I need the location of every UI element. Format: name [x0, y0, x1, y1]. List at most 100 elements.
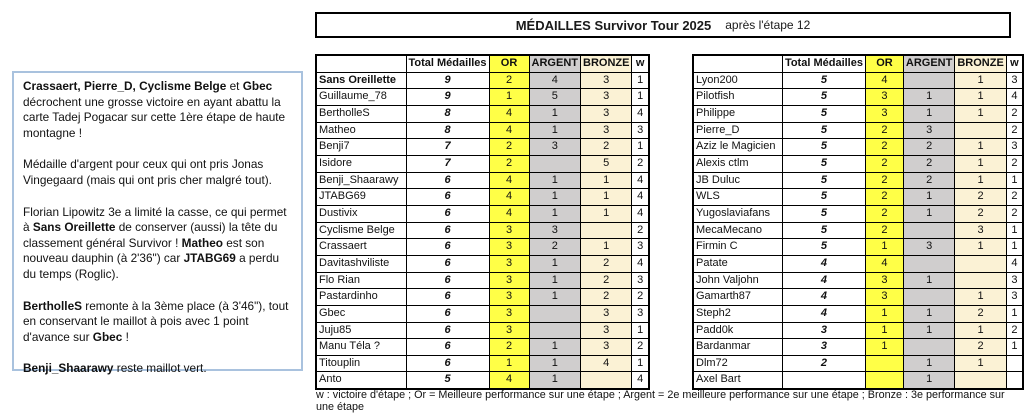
- cell-bronze[interactable]: 1: [954, 88, 1007, 106]
- cell-argent[interactable]: 1: [902, 88, 956, 106]
- cell-bronze[interactable]: 1: [579, 188, 633, 206]
- cell-bronze[interactable]: [954, 254, 1007, 273]
- cell-w[interactable]: 1: [631, 354, 650, 373]
- cell-name[interactable]: Axel Bart: [692, 371, 783, 390]
- cell-name[interactable]: Steph2: [692, 304, 783, 323]
- cell-argent[interactable]: 1: [528, 338, 582, 356]
- cell-total[interactable]: 3: [781, 321, 866, 340]
- cell-argent[interactable]: 1: [528, 204, 582, 223]
- cell-total[interactable]: 5: [781, 204, 866, 223]
- cell-or[interactable]: 4: [488, 104, 530, 123]
- cell-or[interactable]: 2: [864, 221, 904, 240]
- cell-name[interactable]: Cyclisme Belge: [315, 221, 407, 240]
- cell-argent[interactable]: 1: [902, 371, 956, 390]
- cell-total[interactable]: 7: [405, 138, 490, 156]
- cell-w[interactable]: 2: [1005, 321, 1024, 340]
- column-header-bronze[interactable]: BRONZE: [579, 54, 633, 73]
- cell-name[interactable]: Patate: [692, 254, 783, 273]
- cell-w[interactable]: 3: [631, 121, 650, 140]
- cell-bronze[interactable]: 3: [579, 304, 633, 323]
- cell-total[interactable]: 4: [781, 271, 866, 290]
- cell-argent[interactable]: 2: [902, 171, 956, 190]
- cell-w[interactable]: 4: [631, 104, 650, 123]
- cell-name[interactable]: Pierre_D: [692, 121, 783, 140]
- cell-or[interactable]: 4: [488, 371, 530, 390]
- cell-name[interactable]: Padd0k: [692, 321, 783, 340]
- cell-bronze[interactable]: 3: [579, 71, 633, 90]
- cell-argent[interactable]: 2: [902, 138, 956, 156]
- cell-total[interactable]: 5: [781, 71, 866, 90]
- cell-w[interactable]: 4: [631, 171, 650, 190]
- column-header-total[interactable]: Total Médailles: [405, 54, 490, 73]
- cell-name[interactable]: Pilotfish: [692, 88, 783, 106]
- column-header-w[interactable]: w: [631, 54, 650, 73]
- cell-name[interactable]: Lyon200: [692, 71, 783, 90]
- cell-w[interactable]: 1: [1005, 221, 1024, 240]
- cell-w[interactable]: 4: [1005, 254, 1024, 273]
- cell-total[interactable]: 4: [781, 288, 866, 306]
- cell-bronze[interactable]: 2: [954, 204, 1007, 223]
- cell-name[interactable]: Matheo: [315, 121, 407, 140]
- cell-total[interactable]: 6: [405, 338, 490, 356]
- cell-or[interactable]: 3: [864, 288, 904, 306]
- cell-w[interactable]: 2: [1005, 204, 1024, 223]
- cell-total[interactable]: 6: [405, 288, 490, 306]
- cell-total[interactable]: 4: [781, 304, 866, 323]
- cell-name[interactable]: Titouplin: [315, 354, 407, 373]
- cell-or[interactable]: 3: [488, 238, 530, 256]
- cell-w[interactable]: 4: [631, 188, 650, 206]
- cell-w[interactable]: 2: [1005, 121, 1024, 140]
- cell-total[interactable]: 6: [405, 354, 490, 373]
- cell-total[interactable]: 5: [781, 154, 866, 173]
- cell-or[interactable]: 2: [488, 154, 530, 173]
- cell-total[interactable]: 8: [405, 121, 490, 140]
- cell-or[interactable]: 2: [864, 154, 904, 173]
- cell-bronze[interactable]: 1: [954, 288, 1007, 306]
- cell-or[interactable]: 3: [488, 221, 530, 240]
- cell-name[interactable]: Benji7: [315, 138, 407, 156]
- cell-bronze[interactable]: 2: [954, 338, 1007, 356]
- cell-argent[interactable]: [902, 338, 956, 356]
- cell-w[interactable]: 1: [1005, 171, 1024, 190]
- cell-bronze[interactable]: 1: [954, 238, 1007, 256]
- cell-bronze[interactable]: [579, 371, 633, 390]
- cell-bronze[interactable]: 3: [579, 338, 633, 356]
- cell-or[interactable]: 1: [488, 354, 530, 373]
- cell-name[interactable]: Firmin C: [692, 238, 783, 256]
- cell-w[interactable]: 1: [1005, 338, 1024, 356]
- cell-name[interactable]: Alexis ctlm: [692, 154, 783, 173]
- cell-w[interactable]: 1: [631, 88, 650, 106]
- cell-argent[interactable]: 3: [528, 221, 582, 240]
- cell-or[interactable]: 2: [864, 188, 904, 206]
- cell-argent[interactable]: 2: [528, 238, 582, 256]
- cell-argent[interactable]: [902, 221, 956, 240]
- cell-name[interactable]: Aziz le Magicien: [692, 138, 783, 156]
- cell-name[interactable]: Dustivix: [315, 204, 407, 223]
- cell-argent[interactable]: 2: [902, 154, 956, 173]
- cell-name[interactable]: Bardanmar: [692, 338, 783, 356]
- cell-argent[interactable]: [528, 154, 582, 173]
- cell-name[interactable]: WLS: [692, 188, 783, 206]
- cell-or[interactable]: 1: [864, 321, 904, 340]
- cell-total[interactable]: 9: [405, 88, 490, 106]
- cell-or[interactable]: 2: [864, 204, 904, 223]
- cell-argent[interactable]: 1: [528, 354, 582, 373]
- cell-name[interactable]: JTABG69: [315, 188, 407, 206]
- cell-w[interactable]: [1005, 354, 1024, 373]
- cell-total[interactable]: 3: [781, 338, 866, 356]
- cell-total[interactable]: 5: [405, 371, 490, 390]
- cell-w[interactable]: 2: [1005, 154, 1024, 173]
- cell-or[interactable]: 1: [864, 304, 904, 323]
- column-header-or[interactable]: OR: [488, 54, 530, 73]
- cell-w[interactable]: 2: [631, 338, 650, 356]
- cell-total[interactable]: 6: [405, 271, 490, 290]
- cell-w[interactable]: 3: [631, 304, 650, 323]
- cell-total[interactable]: 6: [405, 221, 490, 240]
- cell-total[interactable]: 6: [405, 254, 490, 273]
- cell-or[interactable]: 3: [488, 304, 530, 323]
- cell-w[interactable]: 1: [631, 138, 650, 156]
- cell-argent[interactable]: 3: [902, 238, 956, 256]
- cell-name[interactable]: Benji_Shaarawy: [315, 171, 407, 190]
- cell-argent[interactable]: 3: [902, 121, 956, 140]
- cell-or[interactable]: 2: [864, 138, 904, 156]
